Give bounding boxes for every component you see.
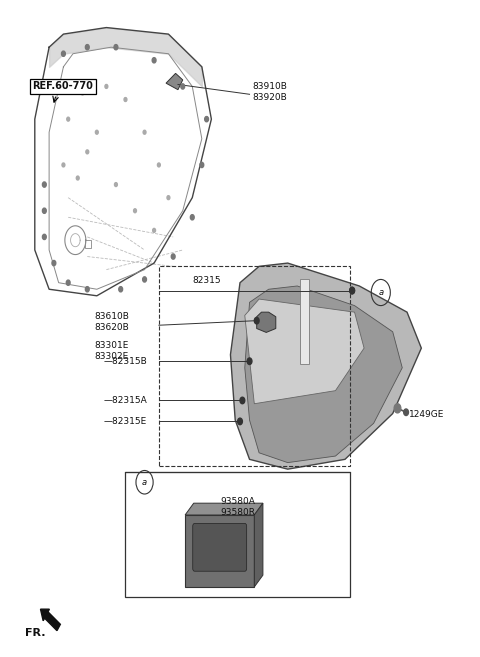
Text: —82315B: —82315B [104, 357, 148, 366]
Polygon shape [257, 312, 276, 332]
Polygon shape [230, 263, 421, 469]
Circle shape [42, 235, 46, 240]
Circle shape [254, 317, 259, 324]
FancyArrow shape [40, 609, 60, 631]
Circle shape [96, 130, 98, 134]
Polygon shape [245, 299, 364, 404]
Circle shape [191, 215, 194, 220]
Polygon shape [245, 286, 402, 463]
Circle shape [115, 183, 117, 187]
Circle shape [171, 254, 175, 259]
Polygon shape [185, 503, 263, 515]
Text: —82315E: —82315E [104, 417, 147, 426]
Circle shape [152, 58, 156, 63]
Circle shape [143, 130, 146, 134]
Circle shape [67, 117, 70, 121]
Circle shape [404, 409, 408, 415]
Circle shape [238, 418, 242, 424]
Circle shape [61, 51, 65, 57]
Circle shape [204, 116, 208, 122]
Circle shape [42, 208, 46, 214]
Circle shape [247, 358, 252, 365]
Polygon shape [254, 503, 263, 587]
Circle shape [62, 163, 65, 167]
Circle shape [167, 196, 170, 200]
Circle shape [133, 209, 136, 213]
Circle shape [200, 162, 204, 168]
Circle shape [76, 176, 79, 180]
Polygon shape [300, 279, 309, 365]
Circle shape [394, 404, 401, 413]
Circle shape [105, 85, 108, 89]
Text: 83610B
83620B: 83610B 83620B [95, 312, 129, 332]
Text: 82315: 82315 [192, 277, 221, 285]
Circle shape [240, 397, 245, 404]
Circle shape [42, 182, 46, 187]
Circle shape [66, 280, 70, 285]
Circle shape [350, 287, 355, 294]
FancyBboxPatch shape [125, 472, 350, 597]
Text: 83301E
83302E: 83301E 83302E [95, 342, 129, 361]
Circle shape [85, 286, 89, 292]
Polygon shape [185, 515, 254, 587]
Text: 83910B
83920B: 83910B 83920B [252, 81, 287, 102]
Text: FR.: FR. [25, 627, 46, 638]
Text: 93580A
93580R: 93580A 93580R [220, 497, 255, 517]
Circle shape [124, 97, 127, 101]
Text: a: a [142, 478, 147, 487]
Circle shape [153, 229, 156, 233]
Circle shape [157, 163, 160, 167]
Circle shape [85, 45, 89, 50]
Circle shape [114, 45, 118, 50]
Text: REF.60-770: REF.60-770 [33, 81, 93, 91]
Circle shape [119, 286, 122, 292]
Polygon shape [166, 74, 183, 90]
Circle shape [81, 91, 84, 95]
FancyBboxPatch shape [193, 524, 247, 571]
Circle shape [52, 260, 56, 265]
Text: —82315A: —82315A [104, 396, 148, 405]
Circle shape [143, 277, 146, 282]
Text: 1249GE: 1249GE [409, 411, 445, 419]
Circle shape [350, 287, 355, 294]
Text: a: a [378, 288, 384, 297]
Circle shape [86, 150, 89, 154]
Circle shape [181, 84, 185, 89]
